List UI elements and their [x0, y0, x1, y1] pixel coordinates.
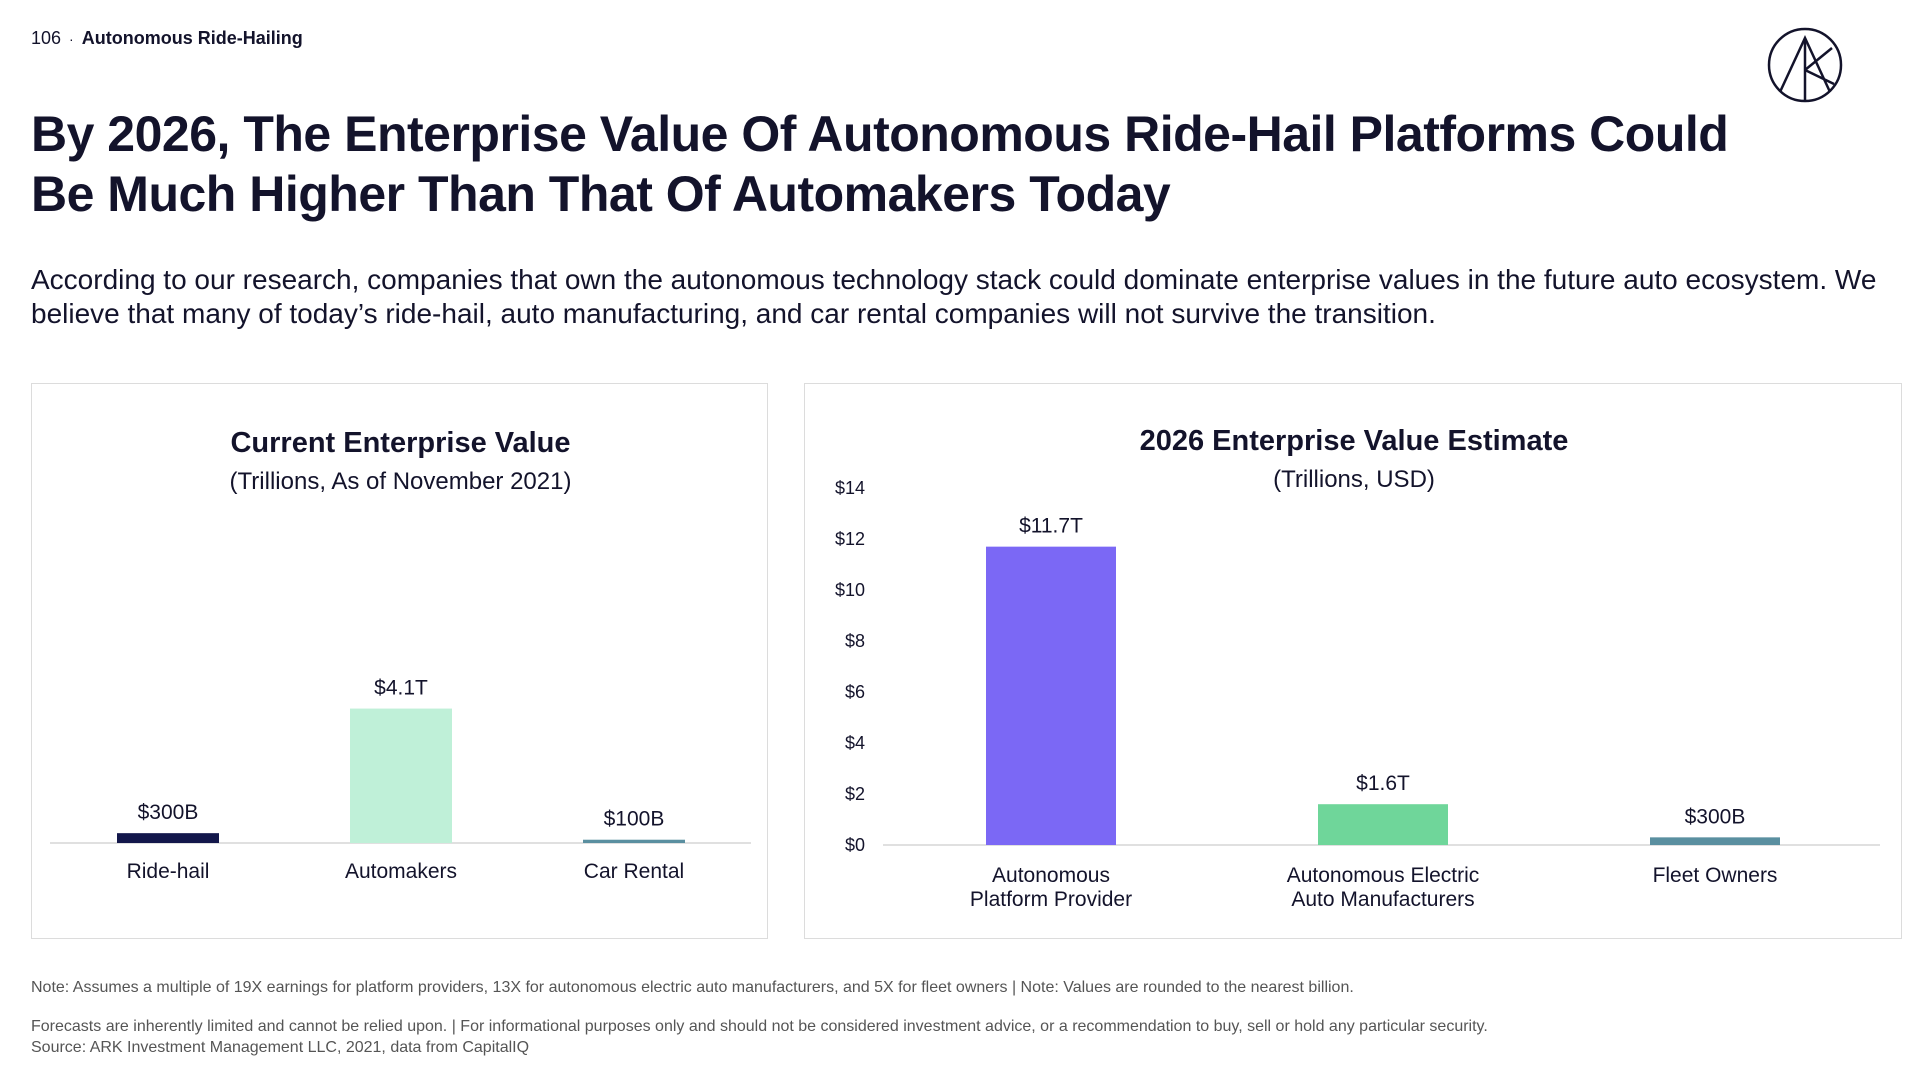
chart1-bar [350, 708, 452, 843]
chart2-category-label: Platform Provider [970, 888, 1132, 911]
chart1-data-label: $300B [138, 801, 199, 824]
chart2-bar [986, 546, 1116, 845]
chart2-title: 2026 Enterprise Value Estimate [1140, 425, 1569, 457]
estimate-ev-chart-panel: 2026 Enterprise Value Estimate (Trillions… [804, 383, 1902, 939]
page-header: 106 · Autonomous Ride-Hailing [31, 28, 303, 49]
chart2-y-tick-label: $0 [845, 835, 865, 855]
chart2-y-tick-label: $6 [845, 682, 865, 702]
chart2-category-label: Autonomous Electric [1287, 864, 1480, 887]
estimate-ev-chart: 2026 Enterprise Value Estimate (Trillions… [835, 425, 1880, 911]
chart2-y-tick-label: $14 [835, 478, 865, 498]
chart2-data-label: $1.6T [1356, 772, 1410, 795]
section-name: Autonomous Ride-Hailing [81, 28, 303, 48]
footnote-assumptions: Note: Assumes a multiple of 19X earnings… [31, 979, 1354, 996]
current-ev-chart-panel: Current Enterprise Value (Trillions, As o… [31, 383, 768, 939]
chart1-data-label: $4.1T [374, 677, 428, 700]
header-separator: · [69, 30, 74, 47]
chart1-category-label: Ride-hail [127, 860, 210, 883]
current-ev-chart: Current Enterprise Value (Trillions, As o… [50, 427, 751, 883]
chart2-bar [1318, 804, 1448, 845]
chart2-category-label: Fleet Owners [1653, 864, 1778, 887]
chart1-category-label: Automakers [345, 860, 457, 883]
chart2-subtitle: (Trillions, USD) [1273, 466, 1435, 493]
chart2-y-tick-label: $2 [845, 784, 865, 804]
chart2-data-label: $300B [1685, 805, 1746, 828]
page-title: By 2026, The Enterprise Value Of Autonom… [31, 106, 1729, 222]
chart2-data-label: $11.7T [1019, 515, 1083, 538]
chart1-bar [117, 833, 219, 843]
chart1-subtitle: (Trillions, As of November 2021) [230, 468, 572, 495]
chart2-y-tick-label: $10 [835, 580, 865, 600]
page-subtitle: According to our research, companies tha… [31, 264, 1877, 329]
chart1-title: Current Enterprise Value [230, 427, 570, 459]
ark-logo-icon [1767, 27, 1843, 103]
chart2-bar [1650, 837, 1780, 845]
footnote-disclaimer: Forecasts are inherently limited and can… [31, 1018, 1488, 1035]
chart2-y-tick-label: $8 [845, 631, 865, 651]
chart2-y-tick-label: $12 [835, 529, 865, 549]
footnote-source: Source: ARK Investment Management LLC, 2… [31, 1039, 530, 1056]
chart1-bar [583, 839, 685, 843]
chart2-category-label: Auto Manufacturers [1291, 888, 1474, 911]
chart1-category-label: Car Rental [584, 860, 684, 883]
chart1-data-label: $100B [604, 808, 665, 831]
chart2-y-tick-label: $4 [845, 733, 865, 753]
page-number: 106 [31, 28, 62, 48]
chart2-category-label: Autonomous [992, 864, 1110, 887]
